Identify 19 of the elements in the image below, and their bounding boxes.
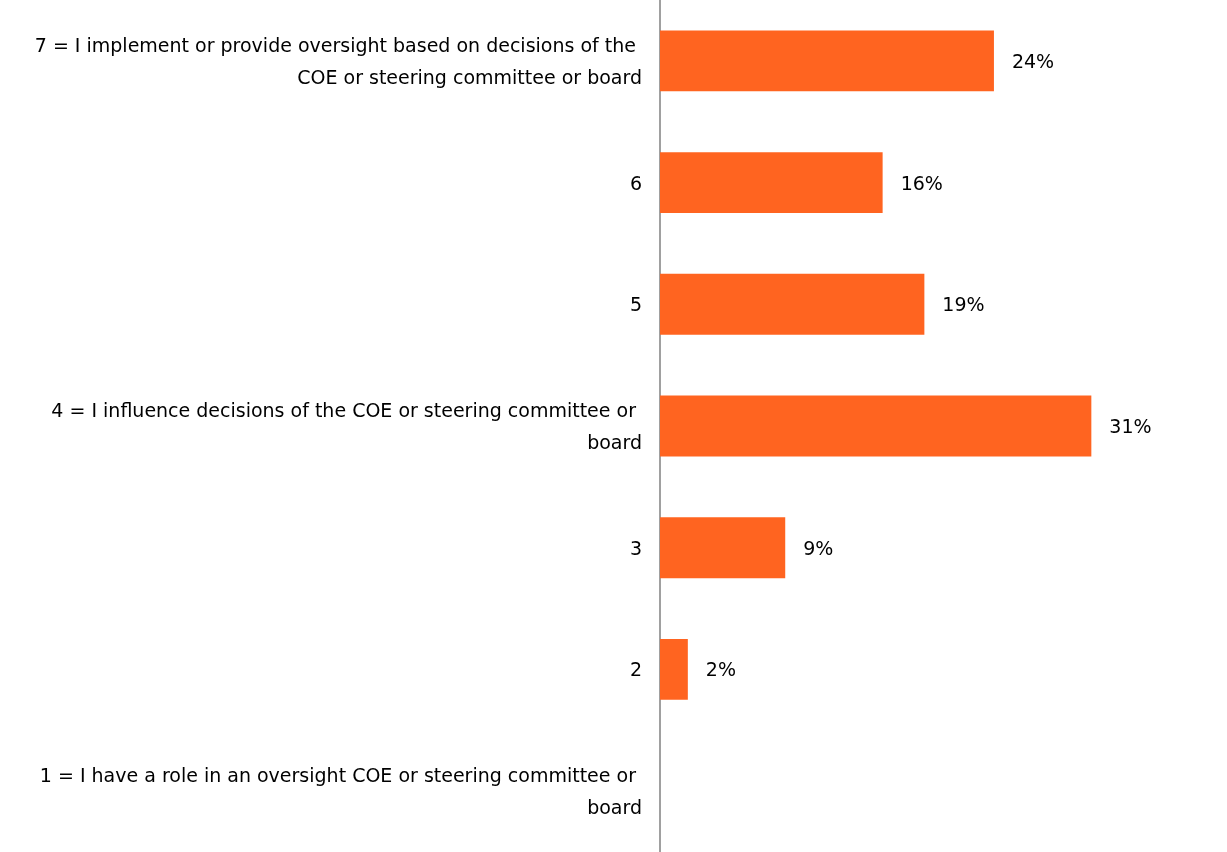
bar (660, 273, 925, 335)
data-label: 9% (803, 536, 834, 559)
y-tick-label: 6 (629, 171, 642, 194)
bar (660, 30, 994, 92)
bar (660, 639, 688, 700)
y-tick-label: 2 (629, 658, 642, 681)
data-label: 19% (942, 293, 985, 316)
y-tick-label: 3 (629, 536, 642, 559)
bar (660, 152, 883, 213)
data-label: 31% (1109, 415, 1152, 437)
y-tick-label: 7 = I implement or provide oversight based on decisions of the COE or steering committee or board (34, 33, 642, 88)
data-label: 24% (1011, 49, 1055, 72)
data-label: 2% (705, 658, 736, 681)
data-label: 16% (900, 171, 943, 194)
bar (660, 517, 786, 579)
y-tick-label: 4 = I influence decisions of the COE or steering committee or board (51, 399, 642, 453)
y-tick-label: 1 = I have a role in an oversight COE or steering committee or board (39, 764, 642, 819)
y-tick-label: 5 (629, 293, 642, 316)
bar (660, 395, 1092, 457)
